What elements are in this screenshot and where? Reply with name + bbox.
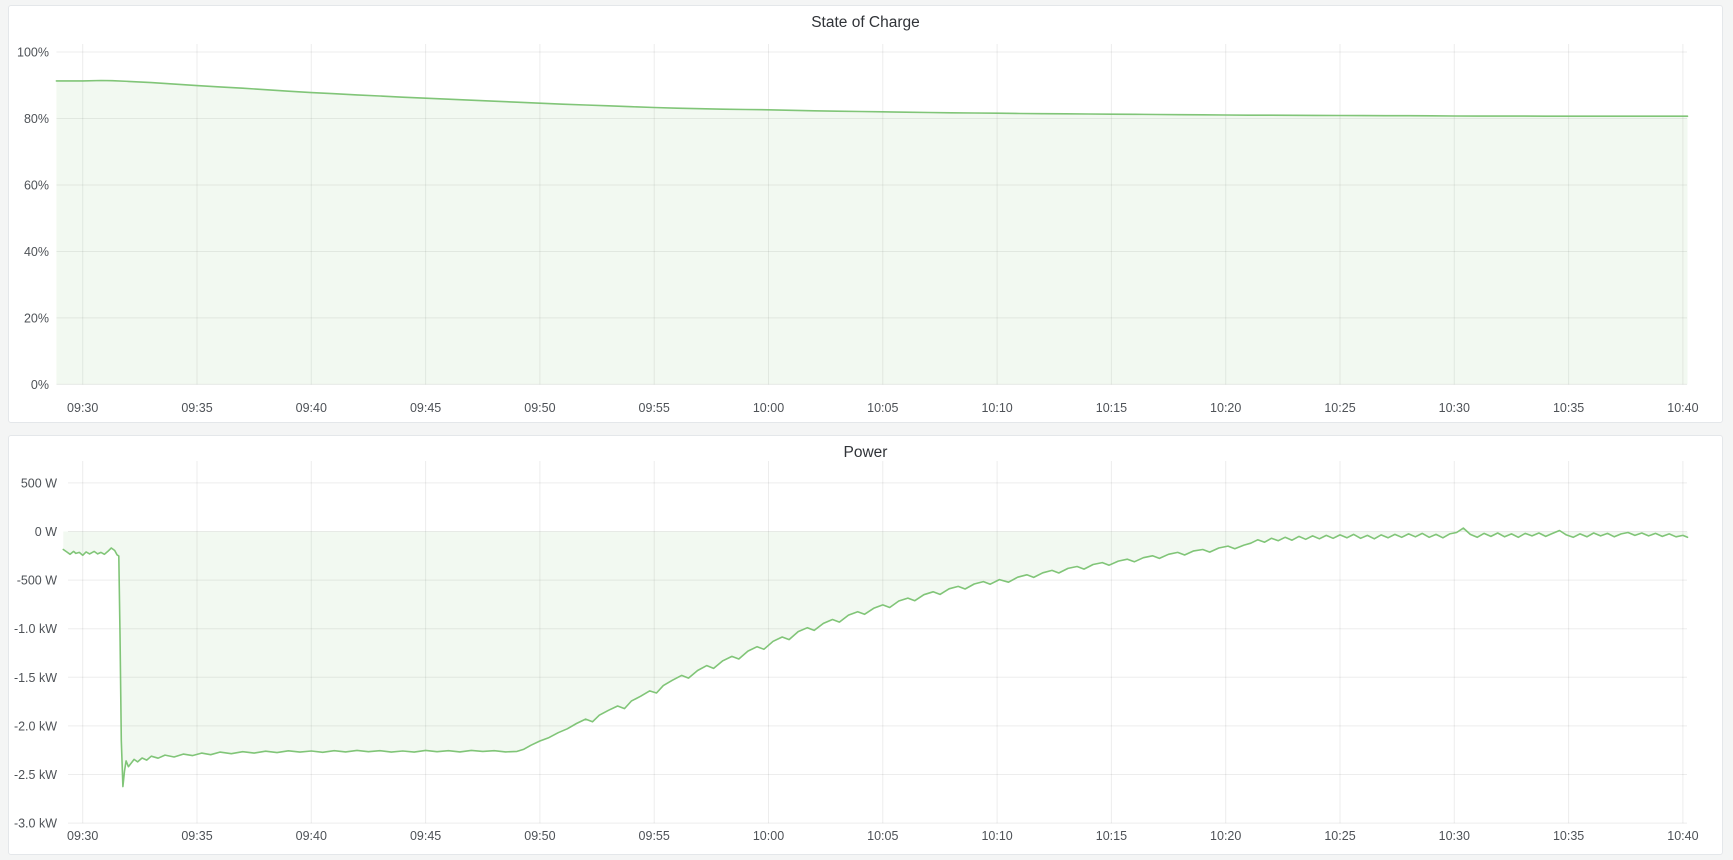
y-axis-tick-label: 80% <box>24 112 49 126</box>
x-axis-tick-label: 10:15 <box>1096 401 1127 415</box>
x-axis-tick-label: 10:25 <box>1324 829 1355 843</box>
x-axis-tick-label: 10:30 <box>1439 401 1470 415</box>
x-axis-tick-label: 10:00 <box>753 401 784 415</box>
x-axis-tick-label: 10:20 <box>1210 829 1241 843</box>
x-axis-tick-label: 09:50 <box>524 829 555 843</box>
series-area-fill <box>63 528 1688 787</box>
x-axis-tick-label: 10:00 <box>753 829 784 843</box>
y-axis-tick-label: 0% <box>31 378 49 392</box>
y-axis-tick-label: 40% <box>24 245 49 259</box>
y-axis-tick-label: -1.5 kW <box>14 671 57 685</box>
x-axis-tick-label: 10:35 <box>1553 401 1584 415</box>
series-area-fill <box>56 80 1688 385</box>
y-axis-tick-label: -1.0 kW <box>14 622 57 636</box>
panel-title[interactable]: State of Charge <box>811 14 920 31</box>
y-axis-tick-label: -3.0 kW <box>14 817 57 831</box>
y-axis-tick-label: -2.0 kW <box>14 719 57 733</box>
series-line <box>55 79 1689 117</box>
x-axis-tick-label: 09:35 <box>181 829 212 843</box>
x-axis-tick-label: 09:50 <box>524 401 555 415</box>
x-axis-tick-label: 10:20 <box>1210 401 1241 415</box>
y-axis-tick-label: -500 W <box>17 574 57 588</box>
x-axis-tick-label: 09:40 <box>296 829 327 843</box>
x-axis-tick-label: 10:30 <box>1439 829 1470 843</box>
x-axis-tick-label: 10:40 <box>1667 401 1698 415</box>
x-axis-tick-label: 10:10 <box>981 401 1012 415</box>
x-axis-tick-label: 10:10 <box>981 829 1012 843</box>
power-panel: Power 500 W 0 W -500 W -1.0 kW -1.5 kW -2.0 k… <box>8 435 1723 855</box>
x-axis-tick-label: 09:55 <box>639 401 670 415</box>
x-axis-tick-label: 10:40 <box>1667 829 1698 843</box>
x-axis-tick-label: 09:30 <box>67 401 98 415</box>
y-axis-tick-label: 20% <box>24 311 49 325</box>
x-axis-tick-label: 09:30 <box>67 829 98 843</box>
x-axis-tick-label: 09:35 <box>181 401 212 415</box>
state-of-charge-chart[interactable]: 100% 80% 60% 40% 20% 0% 09:30 09:35 09:40 09:45 09… <box>9 6 1724 424</box>
x-axis-tick-label: 10:35 <box>1553 829 1584 843</box>
y-axis-tick-label: 100% <box>17 46 49 60</box>
series-line <box>62 527 1689 788</box>
x-axis-tick-label: 10:05 <box>867 829 898 843</box>
power-chart[interactable]: 500 W 0 W -500 W -1.0 kW -1.5 kW -2.0 kW -2.5 … <box>9 436 1724 856</box>
state-of-charge-panel: State of Charge 100% 80% 60% 40% 20% 0% 09:30 0… <box>8 5 1723 423</box>
panel-title[interactable]: Power <box>843 444 888 461</box>
y-axis-tick-label: 60% <box>24 178 49 192</box>
y-axis-tick-label: 500 W <box>21 476 57 490</box>
x-axis-tick-label: 10:25 <box>1324 401 1355 415</box>
x-axis-tick-label: 10:05 <box>867 401 898 415</box>
x-axis-tick-label: 09:40 <box>296 401 327 415</box>
x-axis-tick-label: 09:45 <box>410 829 441 843</box>
y-axis-tick-label: 0 W <box>35 525 57 539</box>
x-axis-tick-label: 09:45 <box>410 401 441 415</box>
y-axis-tick-label: -2.5 kW <box>14 768 57 782</box>
x-axis-tick-label: 10:15 <box>1096 829 1127 843</box>
x-axis-tick-label: 09:55 <box>639 829 670 843</box>
